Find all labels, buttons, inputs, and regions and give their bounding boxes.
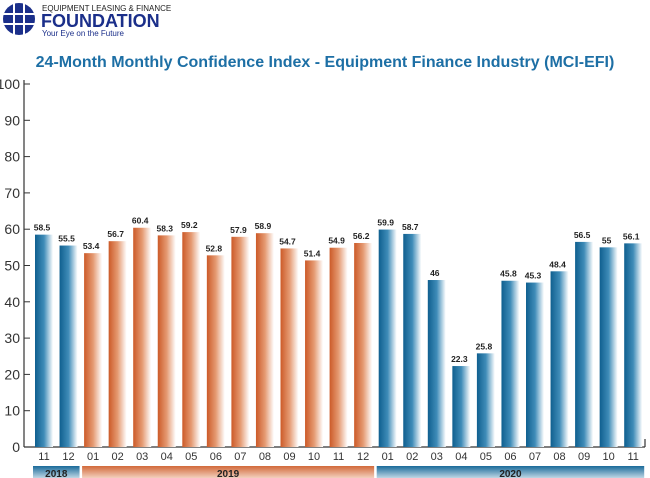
x-tick-label: 06 [210,451,222,463]
data-label: 25.8 [476,341,493,351]
data-label: 57.9 [230,225,247,235]
bar [624,243,643,447]
x-tick-label: 06 [504,451,516,463]
data-label: 56.7 [107,229,124,239]
bar [329,247,348,447]
bar [231,236,250,447]
bar [35,234,53,447]
data-label: 59.9 [377,218,394,228]
x-tick-label: 04 [161,451,173,463]
bar [599,247,618,447]
year-label: 2019 [217,469,240,478]
bar [133,227,152,447]
data-label: 55 [602,235,612,245]
x-tick-label: 08 [259,451,271,463]
data-label: 53.4 [83,241,100,251]
x-tick-label: 10 [603,451,615,463]
bar [378,229,397,447]
x-tick-label: 01 [382,451,394,463]
data-label: 45.8 [500,269,517,279]
data-label: 22.3 [451,354,468,364]
x-tick-label: 11 [38,451,49,463]
x-tick-label: 03 [136,451,148,463]
data-label: 58.5 [34,223,51,233]
y-tick-label: 90 [4,112,20,128]
data-label: 60.4 [132,216,149,226]
data-label: 51.4 [304,248,321,258]
y-tick-label: 40 [4,294,20,310]
data-label: 45.3 [525,271,542,281]
x-tick-label: 09 [578,451,590,463]
data-label: 52.8 [206,243,223,253]
x-tick-label: 02 [406,451,418,463]
year-band [33,466,80,478]
x-tick-label: 07 [529,451,541,463]
data-label: 56.1 [623,231,640,241]
data-label: 59.2 [181,220,198,230]
bar [84,253,103,447]
data-label: 58.9 [255,221,272,231]
logo-tagline: Your Eye on the Future [42,29,125,38]
foundation-logo: EQUIPMENT LEASING & FINANCE FOUNDATION Y… [3,3,171,38]
bar [206,255,225,447]
x-tick-label: 02 [112,451,124,463]
x-tick-label: 01 [87,451,99,463]
bar [550,271,569,447]
bar [501,280,520,447]
y-tick-label: 0 [12,439,20,455]
year-label: 2020 [499,469,522,478]
y-tick-label: 100 [0,76,20,92]
bar [108,241,127,447]
y-tick-label: 80 [4,149,20,165]
year-label: 2018 [45,469,68,478]
x-tick-label: 11 [333,451,344,463]
year-band [82,466,375,478]
data-label: 58.7 [402,222,419,232]
data-label: 54.9 [328,236,345,246]
x-tick-label: 05 [185,451,197,463]
x-tick-label: 11 [627,451,638,463]
x-tick-label: 12 [357,451,369,463]
bar [476,353,495,447]
data-label: 46 [430,268,440,278]
y-tick-label: 70 [4,185,20,201]
x-tick-label: 07 [234,451,246,463]
y-tick-label: 50 [4,258,20,274]
logo-name: FOUNDATION [41,11,160,31]
x-tick-label: 04 [455,451,467,463]
bar [354,242,373,447]
bar [427,280,446,447]
data-label: 48.4 [549,259,566,269]
y-tick-label: 10 [4,403,20,419]
bar [255,233,274,447]
bar [305,260,324,447]
bar [403,233,422,447]
x-tick-label: 12 [62,451,74,463]
data-label: 54.7 [279,236,296,246]
logo-top-text: EQUIPMENT LEASING & FINANCE [42,4,171,13]
x-tick-label: 10 [308,451,320,463]
bar [59,245,78,447]
bar [575,241,594,447]
bar [526,282,544,447]
year-band [376,466,645,478]
bar [452,366,471,447]
y-tick-label: 20 [4,366,20,382]
data-label: 56.5 [574,230,591,240]
data-label: 55.5 [58,234,75,244]
x-tick-label: 09 [283,451,295,463]
data-label: 56.2 [353,231,370,241]
y-tick-label: 30 [4,330,20,346]
bar [157,235,176,447]
y-tick-label: 60 [4,221,20,237]
chart-title: 24-Month Monthly Confidence Index - Equi… [35,54,615,71]
data-label: 58.3 [156,223,173,233]
bar [182,232,201,447]
x-tick-label: 05 [480,451,492,463]
bar [280,248,299,447]
x-tick-label: 03 [431,451,443,463]
x-tick-label: 08 [553,451,565,463]
